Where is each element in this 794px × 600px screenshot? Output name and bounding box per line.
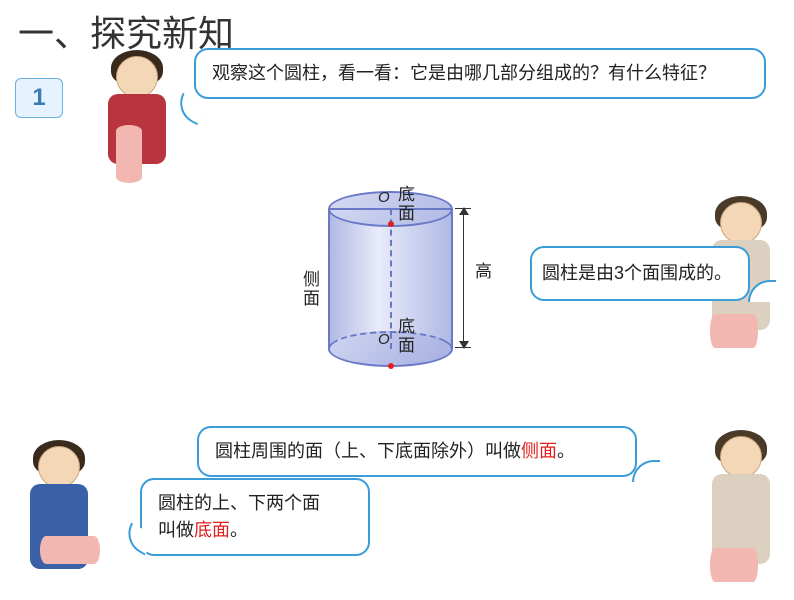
text-line1: 圆柱的上、下两个面 [158, 490, 352, 517]
center-label-O-top: O [378, 189, 390, 206]
page-badge: 1 [15, 78, 63, 118]
text-suffix: 。 [230, 520, 248, 540]
height-tick [455, 208, 471, 209]
cylinder-diagram: O O 底面 侧面 底面 高 [283, 183, 513, 393]
keyword-base: 底面 [194, 520, 230, 540]
center-label-O-bottom: O [378, 331, 390, 348]
keyword-lateral: 侧面 [521, 441, 557, 461]
avatar-boy-bottom-left [10, 440, 120, 600]
height-arrow [463, 208, 464, 348]
speech-base-face: 圆柱的上、下两个面 叫做底面。 [140, 478, 370, 556]
speech-fact-3-faces: 圆柱是由3个面围成的。 [530, 246, 750, 301]
speech-question: 观察这个圆柱，看一看：它是由哪几部分组成的？有什么特征？ [194, 48, 766, 99]
text-prefix: 圆柱周围的面（上、下底面除外）叫做 [215, 441, 521, 461]
label-bottom-face: 底面 [398, 318, 420, 355]
label-height: 高 [475, 263, 497, 282]
label-top-face: 底面 [398, 186, 420, 223]
avatar-girl-top-left [88, 50, 188, 180]
center-dot-top [388, 221, 394, 227]
center-dot-bottom [388, 363, 394, 369]
avatar-girl-bottom-right [692, 430, 782, 600]
label-side-face: 侧面 [303, 271, 325, 308]
speech-lateral-face: 圆柱周围的面（上、下底面除外）叫做侧面。 [197, 426, 637, 477]
cylinder-axis-dashed [390, 209, 392, 349]
text-suffix: 。 [557, 441, 575, 461]
height-tick [455, 347, 471, 348]
text-prefix: 叫做 [158, 520, 194, 540]
